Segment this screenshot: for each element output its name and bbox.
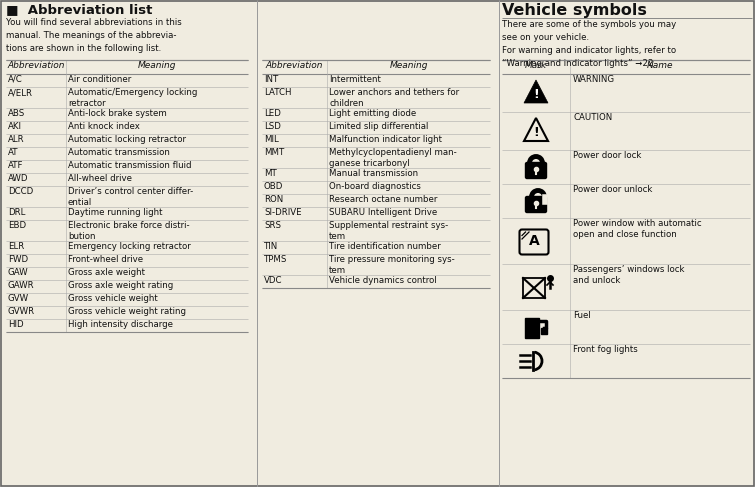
Text: RON: RON <box>264 195 283 204</box>
Text: ABS: ABS <box>8 109 25 118</box>
Text: High intensity discharge: High intensity discharge <box>68 320 173 329</box>
Polygon shape <box>524 118 548 141</box>
Text: GVW: GVW <box>8 294 29 303</box>
Text: Automatic/Emergency locking
retractor: Automatic/Emergency locking retractor <box>68 88 197 109</box>
Text: !: ! <box>533 88 539 100</box>
Text: Power door lock: Power door lock <box>573 151 642 160</box>
Text: GVWR: GVWR <box>8 307 35 316</box>
Text: Abbreviation: Abbreviation <box>8 61 65 70</box>
Text: Automatic locking retractor: Automatic locking retractor <box>68 135 186 144</box>
Text: Front fog lights: Front fog lights <box>573 345 638 354</box>
Text: INT: INT <box>264 75 279 84</box>
FancyBboxPatch shape <box>525 163 547 179</box>
Text: Gross vehicle weight: Gross vehicle weight <box>68 294 158 303</box>
Text: Meaning: Meaning <box>137 61 176 70</box>
Bar <box>525 318 539 338</box>
Text: Malfunction indicator light: Malfunction indicator light <box>329 135 442 144</box>
Text: On-board diagnostics: On-board diagnostics <box>329 182 421 191</box>
Text: OBD: OBD <box>264 182 283 191</box>
Text: Fuel: Fuel <box>573 311 590 320</box>
Text: Tire identification number: Tire identification number <box>329 242 441 251</box>
Text: ■  Abbreviation list: ■ Abbreviation list <box>6 3 153 16</box>
Text: Automatic transmission: Automatic transmission <box>68 148 170 157</box>
Text: Driver’s control center differ-
ential: Driver’s control center differ- ential <box>68 187 193 207</box>
Text: There are some of the symbols you may
see on your vehicle.
For warning and indic: There are some of the symbols you may se… <box>502 20 676 68</box>
Text: TPMS: TPMS <box>264 255 288 264</box>
Text: Light emitting diode: Light emitting diode <box>329 109 416 118</box>
Text: Meaning: Meaning <box>390 61 428 70</box>
Text: LATCH: LATCH <box>264 88 291 97</box>
Text: All-wheel drive: All-wheel drive <box>68 174 132 183</box>
Text: Name: Name <box>647 61 673 70</box>
Text: Mark: Mark <box>525 61 547 70</box>
Text: A/ELR: A/ELR <box>8 88 33 97</box>
Text: Air conditioner: Air conditioner <box>68 75 131 84</box>
Text: SI-DRIVE: SI-DRIVE <box>264 208 302 217</box>
Text: Gross axle weight rating: Gross axle weight rating <box>68 281 173 290</box>
Text: Methylcyclopentadienyl man-
ganese tricarbonyl: Methylcyclopentadienyl man- ganese trica… <box>329 148 457 169</box>
Text: LSD: LSD <box>264 122 281 131</box>
Text: ALR: ALR <box>8 135 25 144</box>
Text: Gross vehicle weight rating: Gross vehicle weight rating <box>68 307 186 316</box>
Text: !: ! <box>533 126 539 138</box>
Text: Anti-lock brake system: Anti-lock brake system <box>68 109 167 118</box>
Text: SUBARU Intelligent Drive: SUBARU Intelligent Drive <box>329 208 437 217</box>
Text: Intermittent: Intermittent <box>329 75 381 84</box>
Text: AWD: AWD <box>8 174 29 183</box>
Text: HID: HID <box>8 320 23 329</box>
Text: Front-wheel drive: Front-wheel drive <box>68 255 143 264</box>
Text: Supplemental restraint sys-
tem: Supplemental restraint sys- tem <box>329 221 448 242</box>
Polygon shape <box>524 80 548 103</box>
Text: MMT: MMT <box>264 148 284 157</box>
Bar <box>523 278 545 298</box>
Text: Manual transmission: Manual transmission <box>329 169 418 178</box>
FancyBboxPatch shape <box>519 229 548 255</box>
Text: A/C: A/C <box>8 75 23 84</box>
Text: Research octane number: Research octane number <box>329 195 437 204</box>
Text: Abbreviation: Abbreviation <box>266 61 323 70</box>
Text: LED: LED <box>264 109 281 118</box>
Text: MIL: MIL <box>264 135 279 144</box>
Text: Tire pressure monitoring sys-
tem: Tire pressure monitoring sys- tem <box>329 255 455 276</box>
Text: VDC: VDC <box>264 276 282 285</box>
Text: CAUTION: CAUTION <box>573 113 612 122</box>
Text: TIN: TIN <box>264 242 279 251</box>
Text: Emergency locking retractor: Emergency locking retractor <box>68 242 191 251</box>
Text: EBD: EBD <box>8 221 26 230</box>
Text: Vehicle dynamics control: Vehicle dynamics control <box>329 276 436 285</box>
Text: SRS: SRS <box>264 221 281 230</box>
Text: Gross axle weight: Gross axle weight <box>68 268 145 277</box>
Text: Limited slip differential: Limited slip differential <box>329 122 428 131</box>
Text: AKI: AKI <box>8 122 22 131</box>
Text: Electronic brake force distri-
bution: Electronic brake force distri- bution <box>68 221 190 242</box>
Text: Automatic transmission fluid: Automatic transmission fluid <box>68 161 192 170</box>
Text: Anti knock index: Anti knock index <box>68 122 140 131</box>
Text: Power door unlock: Power door unlock <box>573 185 652 194</box>
Text: GAW: GAW <box>8 268 29 277</box>
FancyBboxPatch shape <box>525 196 547 212</box>
Text: Lower anchors and tethers for
children: Lower anchors and tethers for children <box>329 88 459 109</box>
Text: You will find several abbreviations in this
manual. The meanings of the abbrevia: You will find several abbreviations in t… <box>6 18 182 53</box>
Text: GAWR: GAWR <box>8 281 35 290</box>
Text: Daytime running light: Daytime running light <box>68 208 162 217</box>
Text: A: A <box>528 234 539 248</box>
Text: Power window with automatic
open and close function: Power window with automatic open and clo… <box>573 219 701 240</box>
Text: MT: MT <box>264 169 277 178</box>
Text: Passengers’ windows lock
and unlock: Passengers’ windows lock and unlock <box>573 265 685 285</box>
Text: DRL: DRL <box>8 208 26 217</box>
Text: Vehicle symbols: Vehicle symbols <box>502 3 647 18</box>
Text: ATF: ATF <box>8 161 23 170</box>
Text: FWD: FWD <box>8 255 28 264</box>
Text: DCCD: DCCD <box>8 187 33 196</box>
Text: AT: AT <box>8 148 19 157</box>
Text: ELR: ELR <box>8 242 24 251</box>
Text: WARNING: WARNING <box>573 75 615 84</box>
